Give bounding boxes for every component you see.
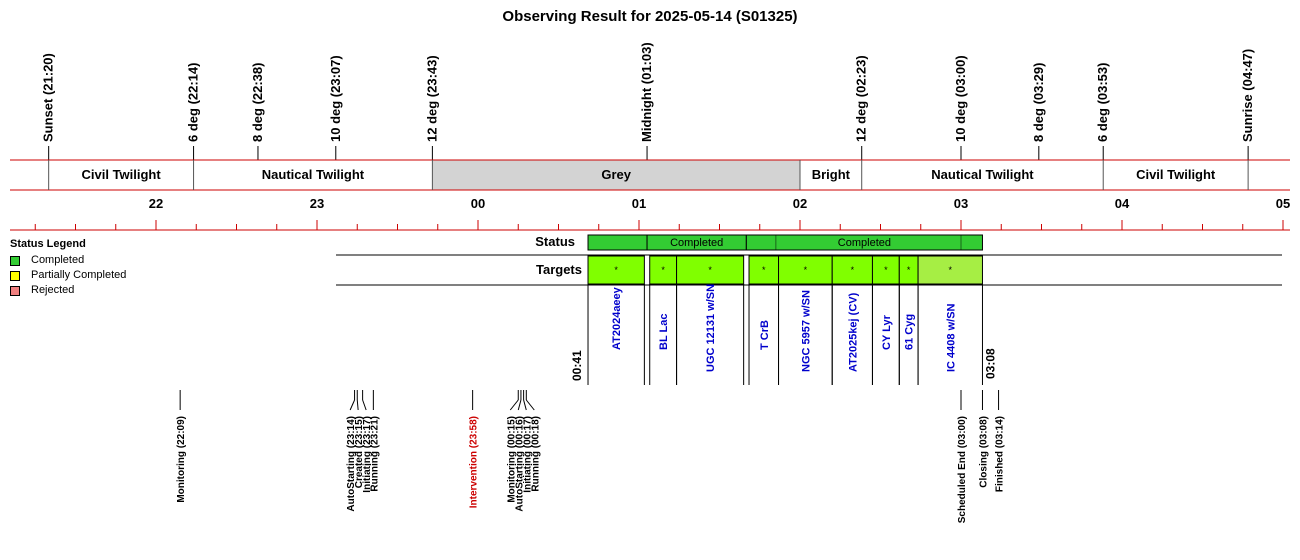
legend-swatch-partially-completed: [10, 270, 20, 281]
events-layer: Monitoring (22:09) AutoStarting (23:14)Cr…: [176, 390, 1006, 523]
status-block-label: Completed: [838, 237, 891, 249]
sun-event-label: 8 deg (22:38): [250, 63, 265, 142]
grey-band-fill: [432, 160, 800, 190]
hour-tick-label: 22: [149, 196, 163, 211]
event-leader: [356, 399, 359, 411]
band-label-bright: Bright: [812, 167, 851, 182]
legend-title: Status Legend: [10, 238, 86, 250]
target-name-ic-4408-w-sn: IC 4408 w/SN: [945, 303, 957, 372]
sun-event-label: 12 deg (02:23): [854, 55, 869, 142]
window-time-label: 00:41: [570, 350, 584, 381]
target-marker: *: [851, 265, 855, 275]
sun-event-label: Sunset (21:20): [41, 53, 56, 142]
event-leader: [349, 399, 356, 411]
sun-event-label: 12 deg (23:43): [424, 55, 439, 142]
target-marker: *: [884, 265, 888, 275]
sun-event-label: Midnight (01:03): [639, 42, 654, 142]
event-leader: [362, 399, 367, 411]
target-name-at2024aeey: AT2024aeey: [611, 286, 623, 350]
target-marker: *: [949, 265, 953, 275]
band-label-civil-twilight: Civil Twilight: [1136, 167, 1216, 182]
hour-axis: 22 23 00 01 02 03 04 05: [10, 196, 1290, 231]
band-label-nautical-twilight: Nautical Twilight: [262, 167, 365, 182]
target-marker: *: [708, 265, 712, 275]
target-name-ngc-5957-w-sn: NGC 5957 w/SN: [800, 290, 812, 372]
event-label-monitoring: Monitoring (00:15): [506, 416, 517, 503]
status-target-rows: Status Targets Completed Completed: [336, 234, 1282, 286]
event-label-autostarting: AutoStarting (00:16): [514, 416, 525, 512]
hour-tick-label: 23: [310, 196, 324, 211]
band-label-civil-twilight: Civil Twilight: [82, 167, 162, 182]
chart-title: Observing Result for 2025-05-14 (S01325): [502, 8, 797, 25]
status-legend: Status Legend Completed Partially Comple…: [10, 238, 180, 298]
status-row-label: Status: [535, 234, 575, 249]
target-name-ugc-12131-w-sn: UGC 12131 w/SN: [705, 284, 717, 372]
target-block: [917, 255, 983, 285]
legend-label: Completed: [31, 254, 85, 266]
legend-swatch-rejected: [10, 285, 20, 296]
band-label-grey: Grey: [601, 167, 631, 182]
hour-tick-label: 01: [632, 196, 646, 211]
hour-tick-label: 00: [471, 196, 485, 211]
target-name-at2025kej-cv: AT2025kej (CV): [847, 292, 859, 372]
event-label-created: Created (23:15): [354, 416, 365, 488]
event-label-closing: Closing (03:08): [978, 416, 989, 488]
target-block: [676, 255, 745, 285]
hour-tick-label: 02: [793, 196, 807, 211]
target-marker: *: [614, 265, 618, 275]
band-label-nautical-twilight: Nautical Twilight: [931, 167, 1034, 182]
hour-tick-label: 04: [1115, 196, 1130, 211]
target-name-cy-lyr: CY Lyr: [881, 314, 893, 350]
event-label-intervention: Intervention (23:58): [469, 416, 480, 508]
target-marker: *: [661, 265, 665, 275]
target-marker: *: [804, 265, 808, 275]
target-block: [649, 255, 678, 285]
status-block: [587, 234, 648, 251]
event-label-initiating: Initiating (00:17): [522, 416, 533, 493]
target-name-61-cyg: 61 Cyg: [904, 314, 916, 350]
target-name-bl-lac: BL Lac: [658, 314, 670, 350]
status-block-label: Completed: [670, 237, 723, 249]
target-marker: *: [762, 265, 766, 275]
legend-label: Rejected: [31, 284, 75, 296]
sun-event-label: 6 deg (03:53): [1095, 63, 1110, 142]
sun-event-label: 8 deg (03:29): [1031, 63, 1046, 142]
event-label-monitoring: Monitoring (22:09): [176, 416, 187, 503]
sun-event-label: 6 deg (22:14): [186, 63, 201, 142]
window-time-label: 03:08: [983, 348, 997, 379]
target-marker: *: [907, 265, 911, 275]
legend-swatch-completed: [10, 255, 20, 266]
event-leader: [525, 399, 535, 411]
event-label-scheduled-end: Scheduled End (03:00): [957, 416, 968, 523]
targets-row-label: Targets: [536, 262, 582, 277]
sun-events-layer: Sunset (21:20) 6 deg (22:14) 8 deg (22:38)…: [41, 42, 1255, 160]
target-block: [587, 255, 645, 285]
hour-tick-label: 05: [1276, 196, 1290, 211]
legend-item-partially-completed: Partially Completed: [10, 268, 180, 283]
twilight-bands-layer: Civil Twilight Nautical Twilight Grey Brigh…: [10, 159, 1290, 191]
event-label-autostarting: AutoStarting (23:14): [346, 416, 357, 512]
targets-layer: * AT2024aeey * BL Lac * UGC 12131 w/SN * T CrB *…: [570, 255, 997, 385]
legend-label: Partially Completed: [31, 269, 127, 281]
event-leader: [509, 399, 519, 411]
legend-item-completed: Completed: [10, 253, 180, 268]
target-name-t-crb: T CrB: [759, 320, 771, 350]
sun-event-label: 10 deg (23:07): [328, 55, 343, 142]
status-block: [745, 234, 983, 251]
legend-item-rejected: Rejected: [10, 283, 180, 298]
event-label-finished: Finished (03:14): [995, 416, 1006, 492]
event-leader: [517, 399, 522, 411]
sun-event-label: 10 deg (03:00): [953, 55, 968, 142]
event-leader: [523, 399, 527, 411]
event-label-running: Running (23:21): [369, 416, 380, 492]
hour-tick-label: 03: [954, 196, 968, 211]
event-label-initiating: Initiating (23:17): [362, 416, 373, 493]
sun-event-label: Sunrise (04:47): [1240, 49, 1255, 142]
event-label-running: Running (00:18): [530, 416, 541, 492]
